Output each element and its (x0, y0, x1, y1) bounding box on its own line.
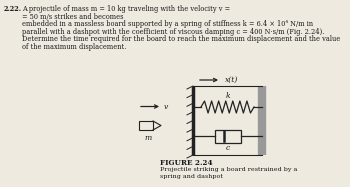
Bar (215, 130, 240, 142)
Text: parallel with a dashpot with the coefficient of viscous damping c = 400 N·s/m (F: parallel with a dashpot with the coeffic… (22, 27, 324, 36)
Text: A projectile of mass m = 10 kg traveling with the velocity v =: A projectile of mass m = 10 kg traveling… (22, 5, 230, 13)
Text: Projectile striking a board restrained by a: Projectile striking a board restrained b… (160, 167, 298, 172)
Text: Determine the time required for the board to reach the maximum displacement and : Determine the time required for the boar… (22, 35, 340, 43)
Text: FIGURE 2.24: FIGURE 2.24 (160, 159, 213, 167)
Text: embedded in a massless board supported by a spring of stiffness k = 6.4 × 10⁴ N/: embedded in a massless board supported b… (22, 20, 313, 28)
Text: 2.22.: 2.22. (4, 5, 22, 13)
Text: x(t): x(t) (225, 76, 238, 84)
Bar (139, 121, 153, 130)
Text: v: v (164, 102, 168, 111)
Text: k: k (225, 92, 230, 100)
Text: m: m (144, 134, 152, 142)
Text: = 50 m/s strikes and becomes: = 50 m/s strikes and becomes (22, 13, 124, 21)
Text: of the maximum displacement.: of the maximum displacement. (22, 42, 126, 50)
Text: spring and dashpot: spring and dashpot (160, 174, 223, 179)
Text: c: c (225, 144, 230, 152)
